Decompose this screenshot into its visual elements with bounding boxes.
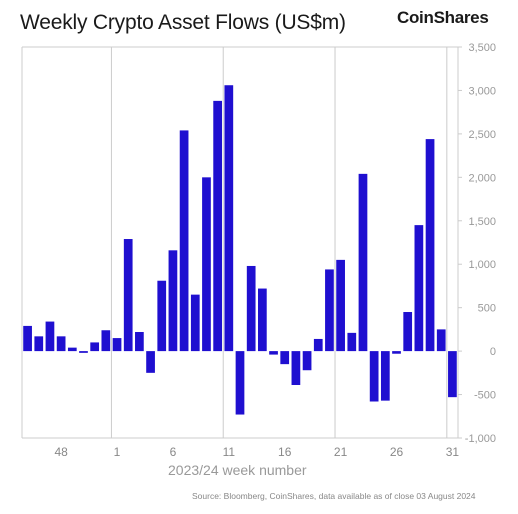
- source-note: Source: Bloomberg, CoinShares, data avai…: [192, 491, 476, 501]
- bar-week-26: [392, 351, 401, 354]
- bar-week-8: [190, 294, 200, 352]
- y-tick-label: 2,500: [468, 129, 496, 141]
- bar-week-46: [34, 336, 44, 352]
- bar-week-4: [146, 351, 155, 373]
- bar-week-25: [380, 351, 390, 401]
- coinshares-logo: CoinShares: [397, 8, 489, 27]
- bar-week-48: [56, 336, 66, 352]
- bar-week-12: [235, 351, 245, 415]
- bar-week-24: [369, 351, 379, 402]
- bar-week-31: [448, 351, 457, 398]
- bar-week-21: [336, 259, 345, 352]
- bar-week-22: [347, 332, 357, 352]
- x-tick-label: 11: [223, 445, 236, 459]
- x-axis-ticks: 48 1 6 11 16 21 26 31: [54, 445, 459, 459]
- grid-lines: [21, 46, 459, 439]
- x-tick-label: 21: [334, 445, 348, 459]
- bar-week-51: [90, 342, 100, 352]
- bar-week-28: [414, 225, 424, 352]
- bar-week-30: [436, 329, 446, 352]
- bar-week-6: [168, 250, 178, 352]
- bar-week-17: [291, 351, 301, 385]
- bar-week-19: [313, 338, 323, 352]
- bar-week-5: [157, 280, 167, 352]
- y-tick-label: 1,500: [468, 216, 496, 228]
- bar-series: [23, 85, 457, 415]
- x-tick-label: 1: [114, 445, 121, 459]
- bar-week-1: [112, 338, 122, 352]
- bar-week-13: [246, 265, 256, 352]
- bar-week-20: [325, 269, 334, 352]
- bar-week-14: [257, 288, 267, 352]
- x-axis-label: 2023/24 week number: [168, 462, 307, 478]
- bar-week-10: [213, 100, 223, 352]
- y-axis-ticks: -1,000 -500 0 500 1,000 1,500 2,000 2,500 3,000 3…: [458, 42, 496, 445]
- y-tick-label: 0: [490, 346, 496, 358]
- bar-week-7: [179, 130, 189, 352]
- chart-title: Weekly Crypto Asset Flows (US$m): [20, 11, 346, 34]
- bar-week-18: [302, 351, 312, 371]
- bar-week-16: [280, 351, 290, 365]
- bar-week-27: [403, 312, 413, 352]
- x-tick-label: 26: [390, 445, 404, 459]
- bar-week-50: [79, 351, 88, 353]
- y-tick-label: 2,000: [468, 172, 496, 184]
- bar-week-11: [224, 85, 234, 352]
- y-tick-label: -1,000: [465, 433, 496, 445]
- bar-week-9: [202, 177, 211, 352]
- y-tick-label: 1,000: [468, 259, 496, 271]
- bar-week-2: [123, 239, 133, 352]
- bar-week-15: [269, 351, 278, 355]
- x-tick-label: 48: [54, 445, 68, 459]
- bar-week-45: [23, 325, 32, 352]
- x-tick-label: 6: [170, 445, 177, 459]
- y-tick-label: -500: [474, 390, 496, 402]
- bar-week-52: [101, 330, 111, 352]
- bar-week-29: [425, 139, 435, 352]
- x-tick-label: 16: [278, 445, 292, 459]
- bar-week-3: [135, 331, 144, 352]
- bar-week-49: [67, 347, 77, 352]
- y-tick-label: 3,000: [468, 85, 496, 97]
- x-tick-label: 31: [446, 445, 460, 459]
- y-tick-label: 500: [478, 303, 496, 315]
- y-tick-label: 3,500: [468, 42, 496, 54]
- bar-week-47: [45, 321, 55, 352]
- bar-week-23: [358, 173, 368, 352]
